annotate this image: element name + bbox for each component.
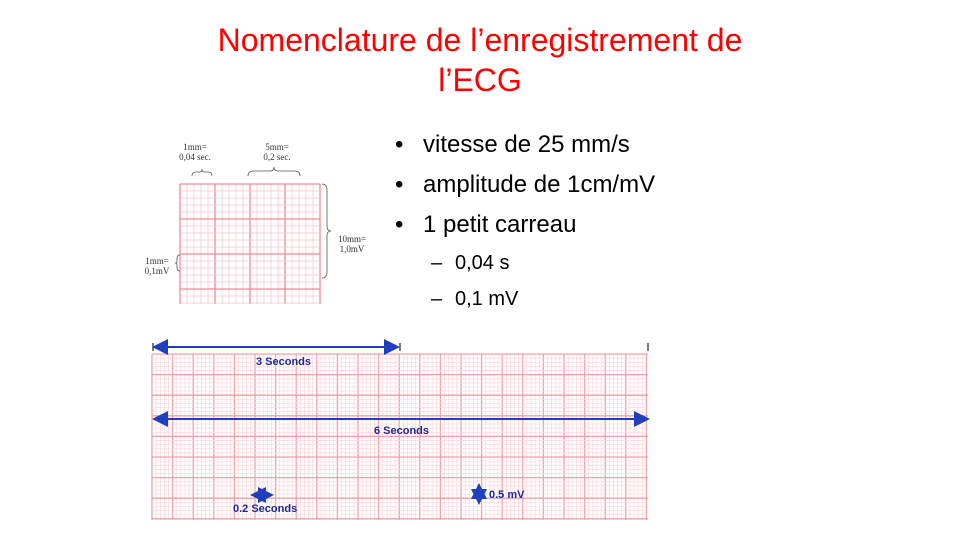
bullet-speed: vitesse de 25 mm/s — [395, 125, 815, 165]
brace-1mm-amp — [174, 254, 181, 272]
bullet-list: vitesse de 25 mm/s amplitude de 1cm/mV 1… — [395, 125, 815, 317]
brace-5mm-time — [247, 166, 301, 177]
bullet-small-square: 1 petit carreau — [395, 205, 815, 245]
strip-grid-lines — [151, 353, 648, 520]
label-5mm-time: 5mm= 0,2 sec. — [263, 142, 291, 162]
sub-bullet-voltage: 0,1 mV — [395, 281, 815, 317]
bullet-amplitude: amplitude de 1cm/mV — [395, 165, 815, 205]
brace-10mm-amp — [321, 183, 332, 279]
small-grid-lines — [179, 183, 321, 304]
small-grid-svg — [174, 166, 332, 304]
title-line-1: Nomenclature de l’enregistrement de — [217, 22, 743, 58]
label-0-5-mv: 0.5 mV — [489, 489, 525, 501]
ecg-strip-svg — [151, 339, 650, 520]
ecg-strip-figure: 3 Seconds 6 Seconds 0.2 Seconds 0.5 mV — [150, 338, 652, 522]
title-line-2: l’ECG — [438, 62, 522, 98]
brace-1mm-time — [191, 168, 213, 177]
ecg-grid-figure: 1mm= 0,04 sec. 5mm= 0,2 sec. 10mm= 1,0mV… — [140, 138, 380, 313]
label-10mm-amp: 10mm= 1,0mV — [337, 234, 367, 254]
sub-bullet-time: 0,04 s — [395, 245, 815, 281]
label-6-seconds: 6 Seconds — [374, 425, 430, 437]
label-1mm-time: 1mm= 0,04 sec. — [179, 142, 211, 162]
label-3-seconds: 3 Seconds — [256, 356, 312, 368]
label-1mm-amp: 1mm= 0,1mV — [144, 256, 170, 276]
label-0-2-seconds: 0.2 Seconds — [233, 503, 298, 515]
slide-title: Nomenclature de l’enregistrement de l’EC… — [130, 20, 830, 100]
